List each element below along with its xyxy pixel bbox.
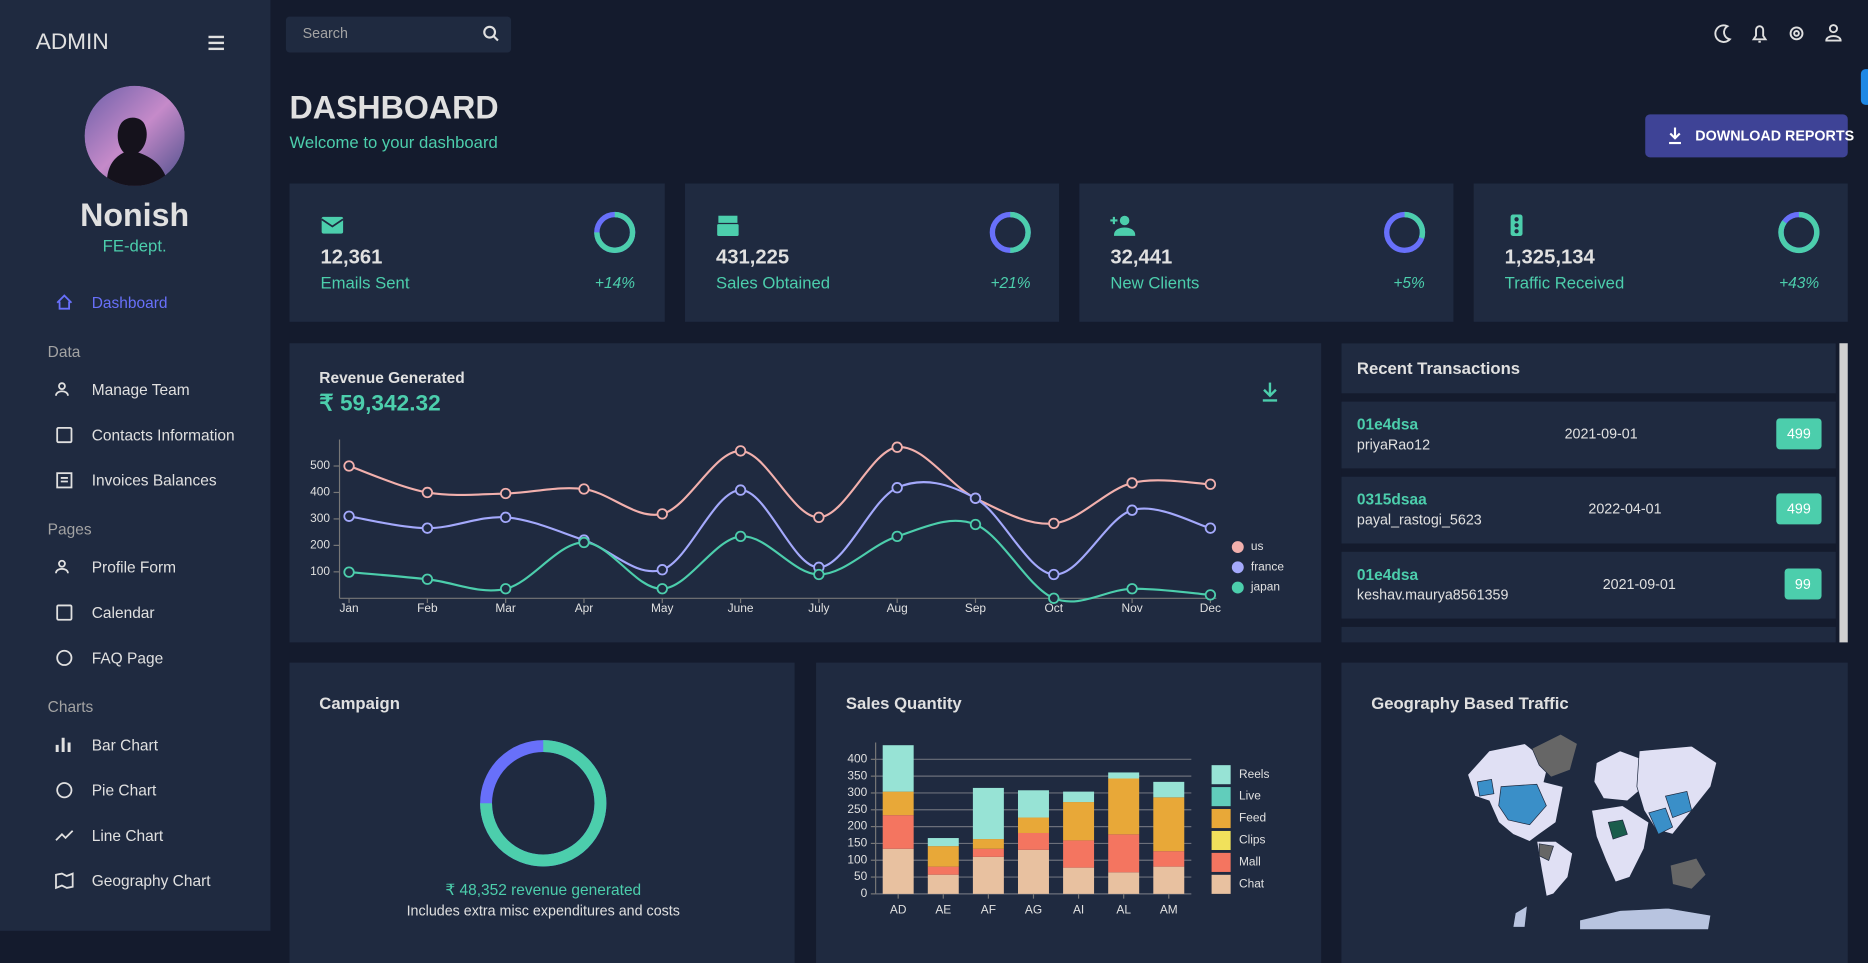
stat-label: Traffic Received (1504, 272, 1625, 292)
stat-value: 12,361 (320, 245, 383, 269)
transactions-panel: Recent Transactions 01e4dsa priyaRao12 2021… (1341, 343, 1836, 643)
nav-item[interactable]: FAQ Page (91, 648, 164, 667)
tx-date: 2021-09-01 (1602, 575, 1676, 593)
stat-value: 431,225 (715, 245, 790, 269)
nav-item[interactable]: Line Chart (91, 826, 164, 845)
tx-user: payal_rastogi_5623 (1356, 511, 1482, 528)
campaign-title: Campaign (319, 693, 400, 713)
scrollbar (1839, 343, 1848, 643)
search-box[interactable] (285, 16, 512, 53)
stat-change: +43% (1779, 273, 1820, 292)
brand: ADMIN (35, 29, 109, 55)
revenue-panel (289, 343, 1322, 643)
tx-user: priyaRao12 (1356, 436, 1431, 453)
stat-value: 1,325,134 (1504, 245, 1595, 269)
page-title: DASHBOARD (289, 89, 499, 126)
transactions-header: Recent Transactions (1341, 343, 1836, 394)
tx-cost: 99 (1784, 568, 1822, 600)
tx-cost: 499 (1776, 493, 1822, 525)
transaction-row (1341, 626, 1836, 643)
nav-item-active[interactable]: Dashboard (91, 293, 168, 312)
nav-group-title: Charts (47, 697, 94, 716)
nav-group-title: Pages (47, 520, 92, 539)
tx-id: 01e4dsa (1356, 565, 1419, 584)
nav-item[interactable]: Profile Form (91, 558, 177, 577)
transaction-row: 01e4dsa keshav.maurya8561359 2021-09-01 99 (1341, 551, 1836, 619)
nav-item[interactable]: Pie Chart (91, 781, 157, 800)
page-subtitle: Welcome to your dashboard (289, 132, 498, 152)
nav-item[interactable]: Contacts Information (91, 426, 235, 444)
campaign-revenue: ₹ 48,352 revenue generated (445, 880, 642, 899)
profile-name: Nonish (80, 197, 190, 234)
nav-item[interactable]: Manage Team (91, 380, 190, 399)
stat-change: +14% (594, 273, 635, 292)
scroll-tab (1860, 69, 1868, 105)
revenue-amount: ₹ 59,342.32 (319, 391, 441, 417)
tx-user: keshav.maurya8561359 (1356, 586, 1509, 604)
topbar-icons[interactable] (1714, 24, 1842, 43)
geography-title: Geography Based Traffic (1371, 693, 1569, 713)
tx-id: 0315dsaa (1356, 490, 1427, 509)
tx-date: 2022-04-01 (1588, 500, 1662, 518)
transaction-row: 0315dsaa payal_rastogi_5623 2022-04-01 499 (1341, 476, 1836, 544)
tx-date: 2021-09-01 (1564, 425, 1638, 443)
nav-item[interactable]: Geography Chart (91, 871, 211, 890)
stat-label: Emails Sent (320, 272, 410, 292)
nav-item[interactable]: Calendar (91, 603, 155, 622)
nav-group-title: Data (47, 342, 81, 361)
tx-cost: 499 (1776, 418, 1822, 450)
tx-id: 01e4dsa (1356, 415, 1419, 434)
stat-value: 32,441 (1110, 245, 1173, 269)
transaction-row: 01e4dsa priyaRao12 2021-09-01 499 (1341, 401, 1836, 469)
transactions-title: Recent Transactions (1356, 358, 1521, 378)
profile-role: FE-dept. (102, 235, 167, 256)
stat-label: New Clients (1110, 272, 1200, 292)
stat-label: Sales Obtained (715, 272, 831, 292)
sales-title: Sales Quantity (845, 693, 962, 713)
stat-change: +5% (1393, 273, 1425, 292)
nav-item[interactable]: Bar Chart (91, 735, 159, 754)
search-placeholder: Search (302, 25, 348, 42)
campaign-note: Includes extra misc expenditures and cos… (406, 902, 680, 919)
stat-change: +21% (990, 273, 1031, 292)
revenue-title: Revenue Generated (319, 368, 465, 387)
nav-item[interactable]: Invoices Balances (91, 471, 217, 490)
download-button-label[interactable]: DOWNLOAD REPORTS (1695, 127, 1855, 145)
